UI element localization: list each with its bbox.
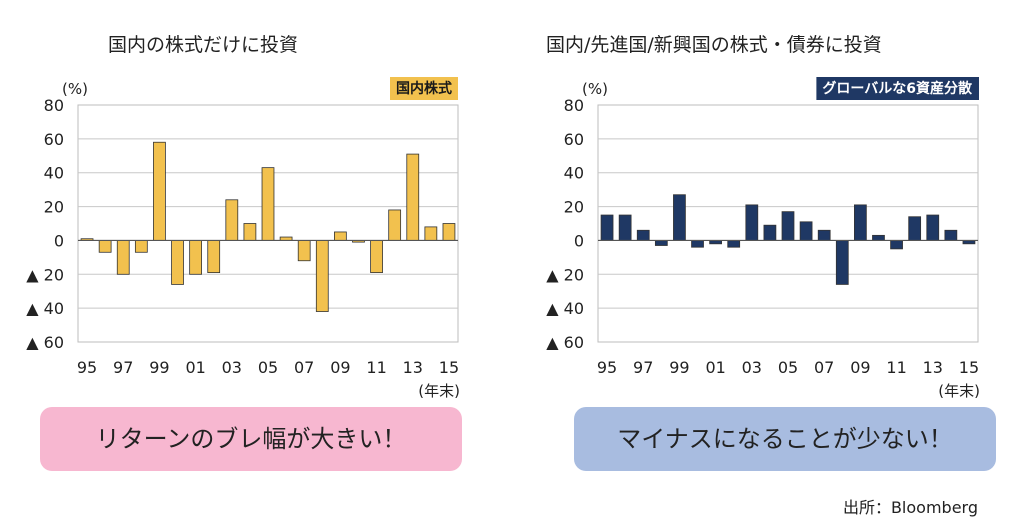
x-tick-label: 97 [633, 358, 653, 377]
bar-08 [315, 240, 329, 312]
bar-09 [854, 204, 867, 241]
left-callout: リターンのブレ幅が大きい！ [40, 407, 462, 471]
bar-00 [691, 240, 704, 248]
x-tick-label: 01 [705, 358, 725, 377]
y-tick-label: ▲ 20 [26, 265, 64, 284]
y-unit-label: (%) [582, 80, 608, 98]
plot-frame [597, 104, 979, 343]
x-unit-label: (年末) [938, 382, 980, 400]
x-tick-label: 15 [959, 358, 979, 377]
y-tick-label: 0 [54, 231, 64, 250]
bar-12 [388, 209, 402, 241]
bar-14 [944, 229, 958, 241]
bar-01 [189, 240, 202, 275]
y-unit-label: (%) [62, 80, 88, 98]
y-tick-label: 40 [564, 164, 584, 183]
x-tick-label: 07 [814, 358, 834, 377]
bar-02 [207, 240, 221, 273]
x-unit-label: (年末) [418, 382, 460, 400]
x-tick-label: 95 [77, 358, 97, 377]
bar-99 [673, 194, 686, 241]
y-tick-label: 80 [44, 96, 64, 115]
y-tick-label: 40 [44, 164, 64, 183]
bar-13 [926, 214, 940, 241]
x-tick-label: 13 [403, 358, 423, 377]
x-tick-label: 03 [742, 358, 762, 377]
y-tick-label: ▲ 40 [546, 299, 584, 318]
x-tick-label: 09 [330, 358, 350, 377]
bar-98 [134, 240, 148, 253]
y-tick-label: ▲ 60 [546, 333, 584, 352]
bar-96 [98, 240, 112, 253]
right-panel-title: 国内/先進国/新興国の株式・債券に投資 [546, 34, 882, 56]
bar-15 [442, 223, 456, 241]
x-tick-label: 99 [669, 358, 689, 377]
bar-11 [890, 240, 903, 250]
bar-14 [424, 226, 438, 241]
bar-97 [636, 229, 650, 241]
y-tick-label: 20 [44, 198, 64, 217]
x-tick-label: 97 [113, 358, 133, 377]
y-tick-label: ▲ 20 [546, 265, 584, 284]
x-tick-label: 11 [366, 358, 386, 377]
bar-04 [243, 223, 257, 241]
bar-95 [600, 214, 614, 241]
y-tick-label: ▲ 40 [26, 299, 64, 318]
legend-label: 国内株式 [396, 80, 452, 97]
bar-11 [370, 240, 383, 273]
bar-97 [116, 240, 130, 275]
x-tick-label: 03 [222, 358, 242, 377]
bar-02 [727, 240, 741, 248]
y-tick-label: ▲ 60 [26, 333, 64, 352]
legend-label: グローバルな6資産分散 [822, 80, 973, 97]
bar-03 [745, 204, 759, 241]
x-tick-label: 05 [778, 358, 798, 377]
x-tick-label: 95 [597, 358, 617, 377]
left-panel-title: 国内の株式だけに投資 [108, 34, 299, 56]
bar-03 [225, 199, 239, 241]
x-tick-label: 05 [258, 358, 278, 377]
plot-frame [77, 104, 459, 343]
bar-00 [171, 240, 184, 285]
y-tick-label: 80 [564, 96, 584, 115]
bar-07 [297, 240, 311, 262]
y-tick-label: 60 [44, 130, 64, 149]
x-tick-label: 11 [886, 358, 906, 377]
bar-08 [835, 240, 849, 285]
x-tick-label: 13 [923, 358, 943, 377]
right-callout: マイナスになることが少ない！ [574, 407, 996, 471]
left-bar-chart: 80 60 40 20 0 ▲ 20 ▲ 40 ▲ 60 95 97 99 01 03 05 07 09 11 1… [26, 77, 460, 400]
x-tick-label: 01 [185, 358, 205, 377]
x-tick-label: 07 [294, 358, 314, 377]
right-bar-chart: 80 60 40 20 0 ▲ 20 ▲ 40 ▲ 60 95 97 99 01 03 05 07 09 11 1… [546, 77, 980, 400]
x-tick-label: 15 [439, 358, 459, 377]
bar-06 [799, 221, 813, 241]
bar-10 [872, 234, 885, 241]
y-tick-label: 60 [564, 130, 584, 149]
x-tick-label: 99 [149, 358, 169, 377]
bar-12 [908, 216, 922, 241]
x-tick-label: 09 [850, 358, 870, 377]
legend-box [390, 77, 458, 100]
bar-98 [654, 240, 668, 246]
bar-05 [781, 211, 795, 241]
bar-05 [261, 167, 275, 241]
bar-96 [618, 214, 632, 241]
bar-99 [153, 141, 166, 241]
bar-13 [406, 153, 420, 241]
bar-04 [763, 224, 777, 241]
source-note: 出所：Bloomberg [842, 498, 978, 517]
bar-07 [817, 229, 831, 241]
bar-09 [334, 231, 347, 241]
y-tick-label: 20 [564, 198, 584, 217]
y-tick-label: 0 [574, 231, 584, 250]
legend-box [816, 77, 979, 100]
